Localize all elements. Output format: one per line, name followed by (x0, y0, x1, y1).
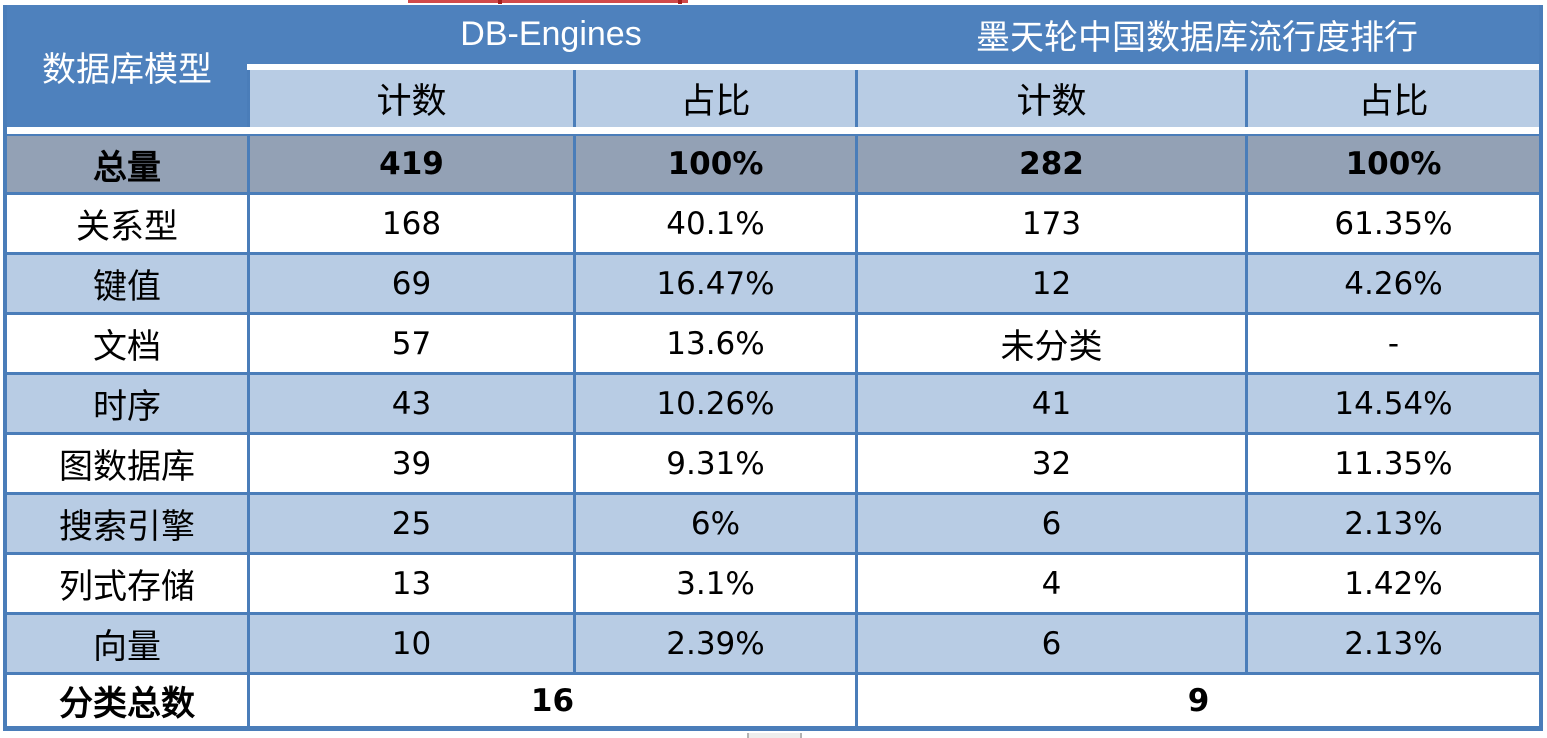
cell-db-count: 25 (247, 495, 573, 552)
cell-modb-count: 41 (855, 375, 1245, 432)
row-label: 搜索引擎 (7, 495, 247, 552)
cell-db-share: 6% (573, 495, 855, 552)
red-underline-artifact (408, 0, 688, 4)
cell-modb-share: 2.13% (1245, 615, 1539, 672)
cell-db-share: 40.1% (573, 195, 855, 252)
row-label: 总量 (7, 136, 247, 192)
row-label: 向量 (7, 615, 247, 672)
cell-modb-category-total: 9 (855, 675, 1539, 726)
table-row: 关系型 168 40.1% 173 61.35% (7, 192, 1539, 252)
cell-db-category-total: 16 (247, 675, 855, 726)
subheader-db-share: 占比 (573, 70, 855, 127)
cell-modb-count: 32 (855, 435, 1245, 492)
row-label: 文档 (7, 315, 247, 372)
cell-modb-count: 6 (855, 495, 1245, 552)
cell-modb-count: 4 (855, 555, 1245, 612)
gap-cell (247, 64, 1539, 70)
corner-subheader-cell (7, 70, 247, 127)
cell-db-count: 419 (247, 136, 573, 192)
database-model-comparison-table: 数据库模型 DB-Engines 墨天轮中国数据库流行度排行 计数 占比 计数 … (3, 5, 1543, 731)
cell-modb-share: 2.13% (1245, 495, 1539, 552)
table-row: 时序 43 10.26% 41 14.54% (7, 372, 1539, 432)
cell-db-share: 2.39% (573, 615, 855, 672)
cell-modb-count: 173 (855, 195, 1245, 252)
table-row: 文档 57 13.6% 未分类 - (7, 312, 1539, 372)
group-header-row: DB-Engines 墨天轮中国数据库流行度排行 (7, 5, 1539, 64)
header-gap-row (7, 64, 1539, 70)
cell-modb-count: 12 (855, 255, 1245, 312)
footer-row: 分类总数 16 9 (7, 672, 1539, 726)
scrollbar-fragment-artifact (747, 733, 802, 738)
total-row: 总量 419 100% 282 100% (7, 134, 1539, 192)
subheader-modb-share: 占比 (1245, 70, 1539, 127)
header-gap-row (7, 127, 1539, 134)
corner-header: 数据库模型 (42, 51, 212, 89)
group-title-modb: 墨天轮中国数据库流行度排行 (976, 20, 1418, 57)
row-label: 图数据库 (7, 435, 247, 492)
table-row: 搜索引擎 25 6% 6 2.13% (7, 492, 1539, 552)
cell-db-count: 43 (247, 375, 573, 432)
cell-db-share: 13.6% (573, 315, 855, 372)
cell-db-count: 13 (247, 555, 573, 612)
table-row: 列式存储 13 3.1% 4 1.42% (7, 552, 1539, 612)
cell-modb-share: 1.42% (1245, 555, 1539, 612)
table-row: 图数据库 39 9.31% 32 11.35% (7, 432, 1539, 492)
subheader-db-count: 计数 (247, 70, 573, 127)
cell-db-share: 16.47% (573, 255, 855, 312)
cell-db-share: 3.1% (573, 555, 855, 612)
red-tick-artifact (498, 0, 502, 4)
cell-db-count: 39 (247, 435, 573, 492)
cell-modb-count: 未分类 (855, 315, 1245, 372)
cell-db-share: 100% (573, 136, 855, 192)
table-row: 向量 10 2.39% 6 2.13% (7, 612, 1539, 672)
cell-db-share: 10.26% (573, 375, 855, 432)
cell-db-count: 69 (247, 255, 573, 312)
row-label: 列式存储 (7, 555, 247, 612)
row-label: 分类总数 (7, 675, 247, 726)
row-label: 时序 (7, 375, 247, 432)
cell-db-share: 9.31% (573, 435, 855, 492)
cell-modb-share: 11.35% (1245, 435, 1539, 492)
group-title-db-engines: DB-Engines (460, 15, 642, 53)
cell-db-count: 10 (247, 615, 573, 672)
corner-gap-cell (7, 64, 247, 70)
row-label: 关系型 (7, 195, 247, 252)
sub-header-row: 计数 占比 计数 占比 (7, 70, 1539, 127)
subheader-modb-count: 计数 (855, 70, 1245, 127)
cell-modb-share: 100% (1245, 136, 1539, 192)
cell-modb-share: 4.26% (1245, 255, 1539, 312)
cell-modb-share: 61.35% (1245, 195, 1539, 252)
cell-modb-count: 6 (855, 615, 1245, 672)
cell-modb-share: - (1245, 315, 1539, 372)
cell-modb-share: 14.54% (1245, 375, 1539, 432)
cell-db-count: 57 (247, 315, 573, 372)
red-tick-artifact (678, 0, 682, 4)
cell-db-count: 168 (247, 195, 573, 252)
row-label: 键值 (7, 255, 247, 312)
table-row: 键值 69 16.47% 12 4.26% (7, 252, 1539, 312)
cell-modb-count: 282 (855, 136, 1245, 192)
